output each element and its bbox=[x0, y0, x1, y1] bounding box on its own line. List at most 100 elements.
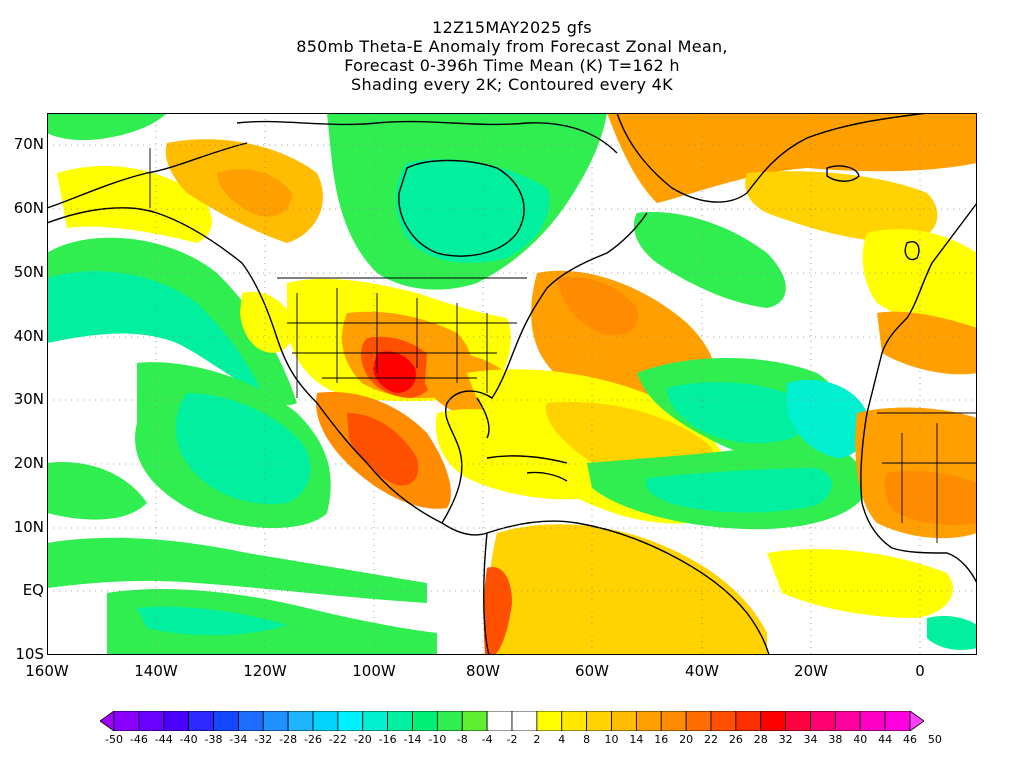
lat-label-10s: 10S bbox=[15, 645, 44, 663]
colorbar-swatch bbox=[436, 711, 463, 731]
lon-label-40w: 40W bbox=[685, 662, 719, 680]
colorbar-swatch bbox=[163, 711, 190, 731]
south-america-yellow bbox=[487, 524, 767, 655]
colorbar-tick-label: -28 bbox=[279, 733, 298, 746]
arctic-green-left bbox=[47, 113, 167, 141]
colorbar-swatch bbox=[362, 711, 389, 731]
andes-hot bbox=[483, 567, 512, 655]
map-panel bbox=[47, 113, 977, 655]
lat-label-40n: 40N bbox=[13, 327, 44, 345]
colorbar-swatch bbox=[611, 711, 637, 731]
greenland-orange bbox=[607, 113, 977, 203]
colorbar-swatch bbox=[859, 711, 886, 731]
colorbar-tick-label: 34 bbox=[803, 733, 818, 746]
colorbar-swatch bbox=[461, 711, 488, 731]
colorbar-tick-label: -10 bbox=[428, 733, 447, 746]
colorbar-tick-label: 20 bbox=[679, 733, 694, 746]
equatorial-pacific-green bbox=[47, 537, 427, 603]
atlantic-cyan-swirl bbox=[667, 382, 807, 444]
colorbar-swatch bbox=[113, 711, 140, 731]
alaska-orange bbox=[217, 169, 292, 217]
colorbar-swatch bbox=[685, 711, 712, 731]
gulf-alaska-yellow bbox=[57, 165, 212, 243]
colorbar-tick-label: -40 bbox=[179, 733, 198, 746]
grid-lines bbox=[47, 113, 977, 655]
colorbar-swatch bbox=[138, 711, 165, 731]
colorbar-swatch bbox=[337, 711, 364, 731]
colorbar-tick-label: -46 bbox=[129, 733, 148, 746]
lon-label-120w: 120W bbox=[243, 662, 287, 680]
colorbar-swatch bbox=[312, 711, 339, 731]
colorbar-tick-label: 4 bbox=[558, 733, 566, 746]
colorbar-swatch bbox=[660, 711, 687, 731]
west-pacific-green bbox=[47, 462, 147, 520]
atlantic-hot-core bbox=[557, 277, 638, 336]
colorbar-tick-label: -44 bbox=[154, 733, 173, 746]
colorbar-swatch bbox=[213, 711, 239, 731]
colorbar-tick-label: 10 bbox=[604, 733, 619, 746]
colorbar-tick-label: 2 bbox=[533, 733, 541, 746]
colorbar-tick-label: -20 bbox=[353, 733, 372, 746]
colorbar-swatch bbox=[735, 711, 762, 731]
lat-label-60n: 60N bbox=[13, 199, 44, 217]
colorbar-swatch bbox=[884, 711, 911, 731]
map-border bbox=[47, 113, 977, 655]
colorbar-tick-label: 16 bbox=[654, 733, 669, 746]
lon-label-20w: 20W bbox=[794, 662, 828, 680]
south-atlantic-yellow bbox=[767, 549, 953, 618]
colorbar-tick-label: -16 bbox=[378, 733, 397, 746]
colorbar-swatch bbox=[834, 711, 861, 731]
colorbar-swatch bbox=[710, 711, 737, 731]
colorbar-swatch bbox=[486, 711, 513, 731]
colorbar-arrow-left bbox=[100, 711, 115, 731]
colorbar-tick-label: -4 bbox=[481, 733, 493, 746]
colorbar-swatch bbox=[586, 711, 612, 731]
lon-label-140w: 140W bbox=[134, 662, 178, 680]
colorbar-tick-label: -50 bbox=[105, 733, 123, 746]
lon-label-160w: 160W bbox=[25, 662, 69, 680]
colorbar-swatch bbox=[760, 711, 787, 731]
texas-red bbox=[373, 351, 416, 393]
subtropical-pacific-cyan bbox=[175, 393, 311, 504]
colorbar-swatch bbox=[536, 711, 563, 731]
lat-label-30n: 30N bbox=[13, 390, 44, 408]
title-line-2: 850mb Theta-E Anomaly from Forecast Zona… bbox=[296, 37, 728, 56]
east-atlantic-cyan bbox=[787, 379, 868, 458]
colorbar-swatch bbox=[262, 711, 289, 731]
colorbar-swatch bbox=[412, 711, 438, 731]
colorbar-swatch bbox=[511, 711, 538, 731]
colorbar-swatch bbox=[810, 711, 836, 731]
iberia-orange bbox=[877, 311, 977, 375]
colorbar-tick-label: 38 bbox=[828, 733, 843, 746]
colorbar-swatch bbox=[387, 711, 413, 731]
political-borders bbox=[149, 148, 977, 543]
colorbar-arrow-right bbox=[909, 711, 924, 731]
colorbar-tick-label: -38 bbox=[204, 733, 223, 746]
tropical-atlantic-cyan bbox=[645, 468, 832, 513]
colorbar-swatch bbox=[287, 711, 314, 731]
pacific-cyan-core bbox=[47, 271, 262, 393]
colorbar-tick-label: -14 bbox=[403, 733, 422, 746]
west-africa-hot bbox=[884, 471, 977, 525]
lat-label-20n: 20N bbox=[13, 454, 44, 472]
mexico-hot bbox=[347, 413, 419, 486]
colorbar-tick-label: -22 bbox=[328, 733, 347, 746]
title-line-4: Shading every 2K; Contoured every 4K bbox=[351, 75, 673, 94]
colorbar-tick-label: 28 bbox=[753, 733, 768, 746]
colorbar bbox=[100, 711, 924, 731]
labrador-sea-green bbox=[633, 212, 786, 308]
colorbar-tick-label: -8 bbox=[456, 733, 468, 746]
colorbar-tick-label: 44 bbox=[878, 733, 893, 746]
colorbar-tick-label: -32 bbox=[254, 733, 273, 746]
lon-label-60w: 60W bbox=[575, 662, 609, 680]
colorbar-swatch bbox=[635, 711, 662, 731]
colorbar-tick-label: -34 bbox=[229, 733, 248, 746]
lon-label-0: 0 bbox=[915, 662, 925, 680]
africa-green-blob bbox=[927, 615, 977, 650]
north-atlantic-yellow bbox=[745, 171, 938, 243]
colorbar-tick-label: -2 bbox=[506, 733, 518, 746]
colorbar-tick-label: 14 bbox=[629, 733, 644, 746]
lon-label-100w: 100W bbox=[352, 662, 396, 680]
colorbar-tick-label: 40 bbox=[853, 733, 868, 746]
lat-label-10n: 10N bbox=[13, 518, 44, 536]
